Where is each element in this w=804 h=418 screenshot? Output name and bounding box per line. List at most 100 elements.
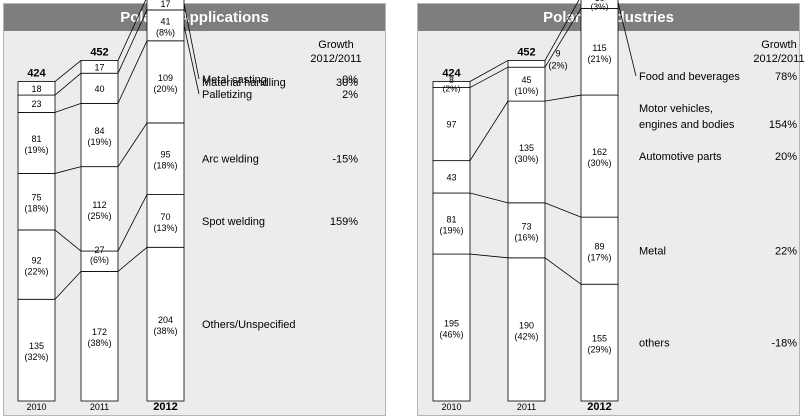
connector-line bbox=[469, 66, 509, 88]
segment-label: (29%) bbox=[587, 345, 611, 355]
bar-segment bbox=[507, 60, 546, 68]
bar-segment bbox=[17, 112, 56, 174]
growth-value: 0% bbox=[342, 74, 358, 86]
segment-label: (18%) bbox=[24, 204, 48, 214]
growth-value: 154% bbox=[769, 119, 797, 131]
segment-label: 109 bbox=[158, 73, 173, 83]
x-category-label: 2010 bbox=[441, 402, 461, 412]
segment-label: (6%) bbox=[90, 255, 109, 265]
growth-value: 78% bbox=[775, 71, 797, 83]
segment-label: 92 bbox=[31, 256, 41, 266]
connector-line bbox=[544, 257, 582, 285]
bar-segment bbox=[507, 257, 546, 402]
legend-label: others bbox=[639, 338, 670, 350]
segment-label: 135 bbox=[29, 341, 44, 351]
legend-label: Motor vehicles, bbox=[639, 103, 713, 115]
segment-label: 45 bbox=[521, 75, 531, 85]
segment-label: 8 bbox=[449, 75, 454, 85]
legend-label: Palletizing bbox=[202, 89, 252, 101]
connector-line bbox=[469, 253, 509, 259]
bar-segment bbox=[80, 60, 119, 74]
segment-label: 190 bbox=[519, 320, 534, 330]
segment-label: 81 bbox=[446, 215, 456, 225]
growth-value: 22% bbox=[775, 246, 797, 258]
bar-segment bbox=[17, 229, 56, 300]
segment-label: 112 bbox=[92, 200, 106, 210]
segment-label: (20%) bbox=[153, 84, 177, 94]
connector-line bbox=[469, 60, 509, 82]
segment-label: 27 bbox=[94, 245, 104, 255]
legend-pointer bbox=[183, 3, 200, 80]
segment-label: (2%) bbox=[548, 60, 567, 70]
segment-label: 162 bbox=[592, 147, 607, 157]
connector-line bbox=[544, 94, 582, 102]
connector-line bbox=[544, 0, 580, 61]
segment-label: 73 bbox=[521, 221, 531, 231]
segment-label: (8%) bbox=[156, 27, 175, 37]
segment-label: (22%) bbox=[24, 267, 48, 277]
segment-label: (30%) bbox=[587, 158, 611, 168]
connector-line bbox=[117, 40, 148, 104]
segment-label: 172 bbox=[92, 327, 107, 337]
growth-value: 2% bbox=[342, 89, 358, 101]
segment-label: (21%) bbox=[587, 54, 611, 64]
segment-label: 75 bbox=[31, 193, 41, 203]
segment-label: (19%) bbox=[439, 226, 463, 236]
segment-label: (38%) bbox=[87, 338, 111, 348]
growth-header: 2012/2011 bbox=[310, 53, 361, 65]
segment-label: 18 bbox=[31, 84, 41, 94]
segment-label: (16%) bbox=[514, 232, 538, 242]
segment-label: 135 bbox=[519, 143, 534, 153]
connector-line bbox=[544, 202, 582, 218]
segment-label: 17 bbox=[160, 0, 170, 9]
segment-label: (13%) bbox=[153, 223, 177, 233]
legend-label: Metal bbox=[639, 246, 666, 258]
growth-value: 20% bbox=[775, 151, 797, 163]
bar-segment bbox=[432, 87, 471, 162]
total-label: 424 bbox=[442, 68, 461, 80]
bar-segment bbox=[507, 66, 546, 102]
segment-label: (18%) bbox=[153, 161, 177, 171]
segment-label: 43 bbox=[446, 172, 456, 182]
x-category-label: 2012 bbox=[587, 401, 611, 413]
growth-header: Growth bbox=[761, 39, 796, 51]
connector-line bbox=[117, 194, 148, 252]
segment-label: 9 bbox=[555, 48, 560, 58]
total-label: 424 bbox=[27, 68, 46, 80]
growth-value: -15% bbox=[332, 154, 358, 166]
bar-segment bbox=[146, 122, 185, 195]
bar-segment bbox=[146, 194, 185, 248]
bar-segment bbox=[432, 253, 471, 402]
growth-value: -18% bbox=[771, 338, 797, 350]
connector-line bbox=[54, 102, 82, 113]
connector-line bbox=[544, 8, 582, 68]
segment-label: (25%) bbox=[87, 211, 111, 221]
connector-line bbox=[117, 122, 148, 167]
connector-line bbox=[117, 246, 148, 272]
segment-label: (32%) bbox=[24, 352, 48, 362]
bar-segment bbox=[146, 9, 185, 42]
legend-label: Others/Unspecified bbox=[202, 319, 296, 331]
bar-segment bbox=[80, 102, 119, 168]
segment-label: 23 bbox=[31, 99, 41, 109]
x-category-label: 2011 bbox=[517, 402, 536, 412]
segment-label: (19%) bbox=[24, 145, 48, 155]
segment-label: (38%) bbox=[153, 326, 177, 336]
bar-segment bbox=[580, 94, 619, 218]
segment-label: 17 bbox=[94, 62, 104, 72]
connector-line bbox=[54, 229, 82, 252]
segment-label: (17%) bbox=[587, 253, 611, 263]
legend-label: Food and beverages bbox=[639, 71, 740, 83]
growth-header: Growth bbox=[318, 39, 353, 51]
connector-line bbox=[117, 0, 147, 61]
segment-label: 70 bbox=[160, 212, 170, 222]
legend-label: Metal casting bbox=[202, 74, 267, 86]
growth-value: 30% bbox=[336, 77, 358, 89]
segment-label: 204 bbox=[158, 315, 173, 325]
segment-label: 40 bbox=[94, 84, 104, 94]
x-category-label: 2011 bbox=[90, 402, 109, 412]
segment-label: (42%) bbox=[514, 331, 538, 341]
bar-segment bbox=[17, 81, 56, 96]
connector-line bbox=[469, 192, 509, 204]
